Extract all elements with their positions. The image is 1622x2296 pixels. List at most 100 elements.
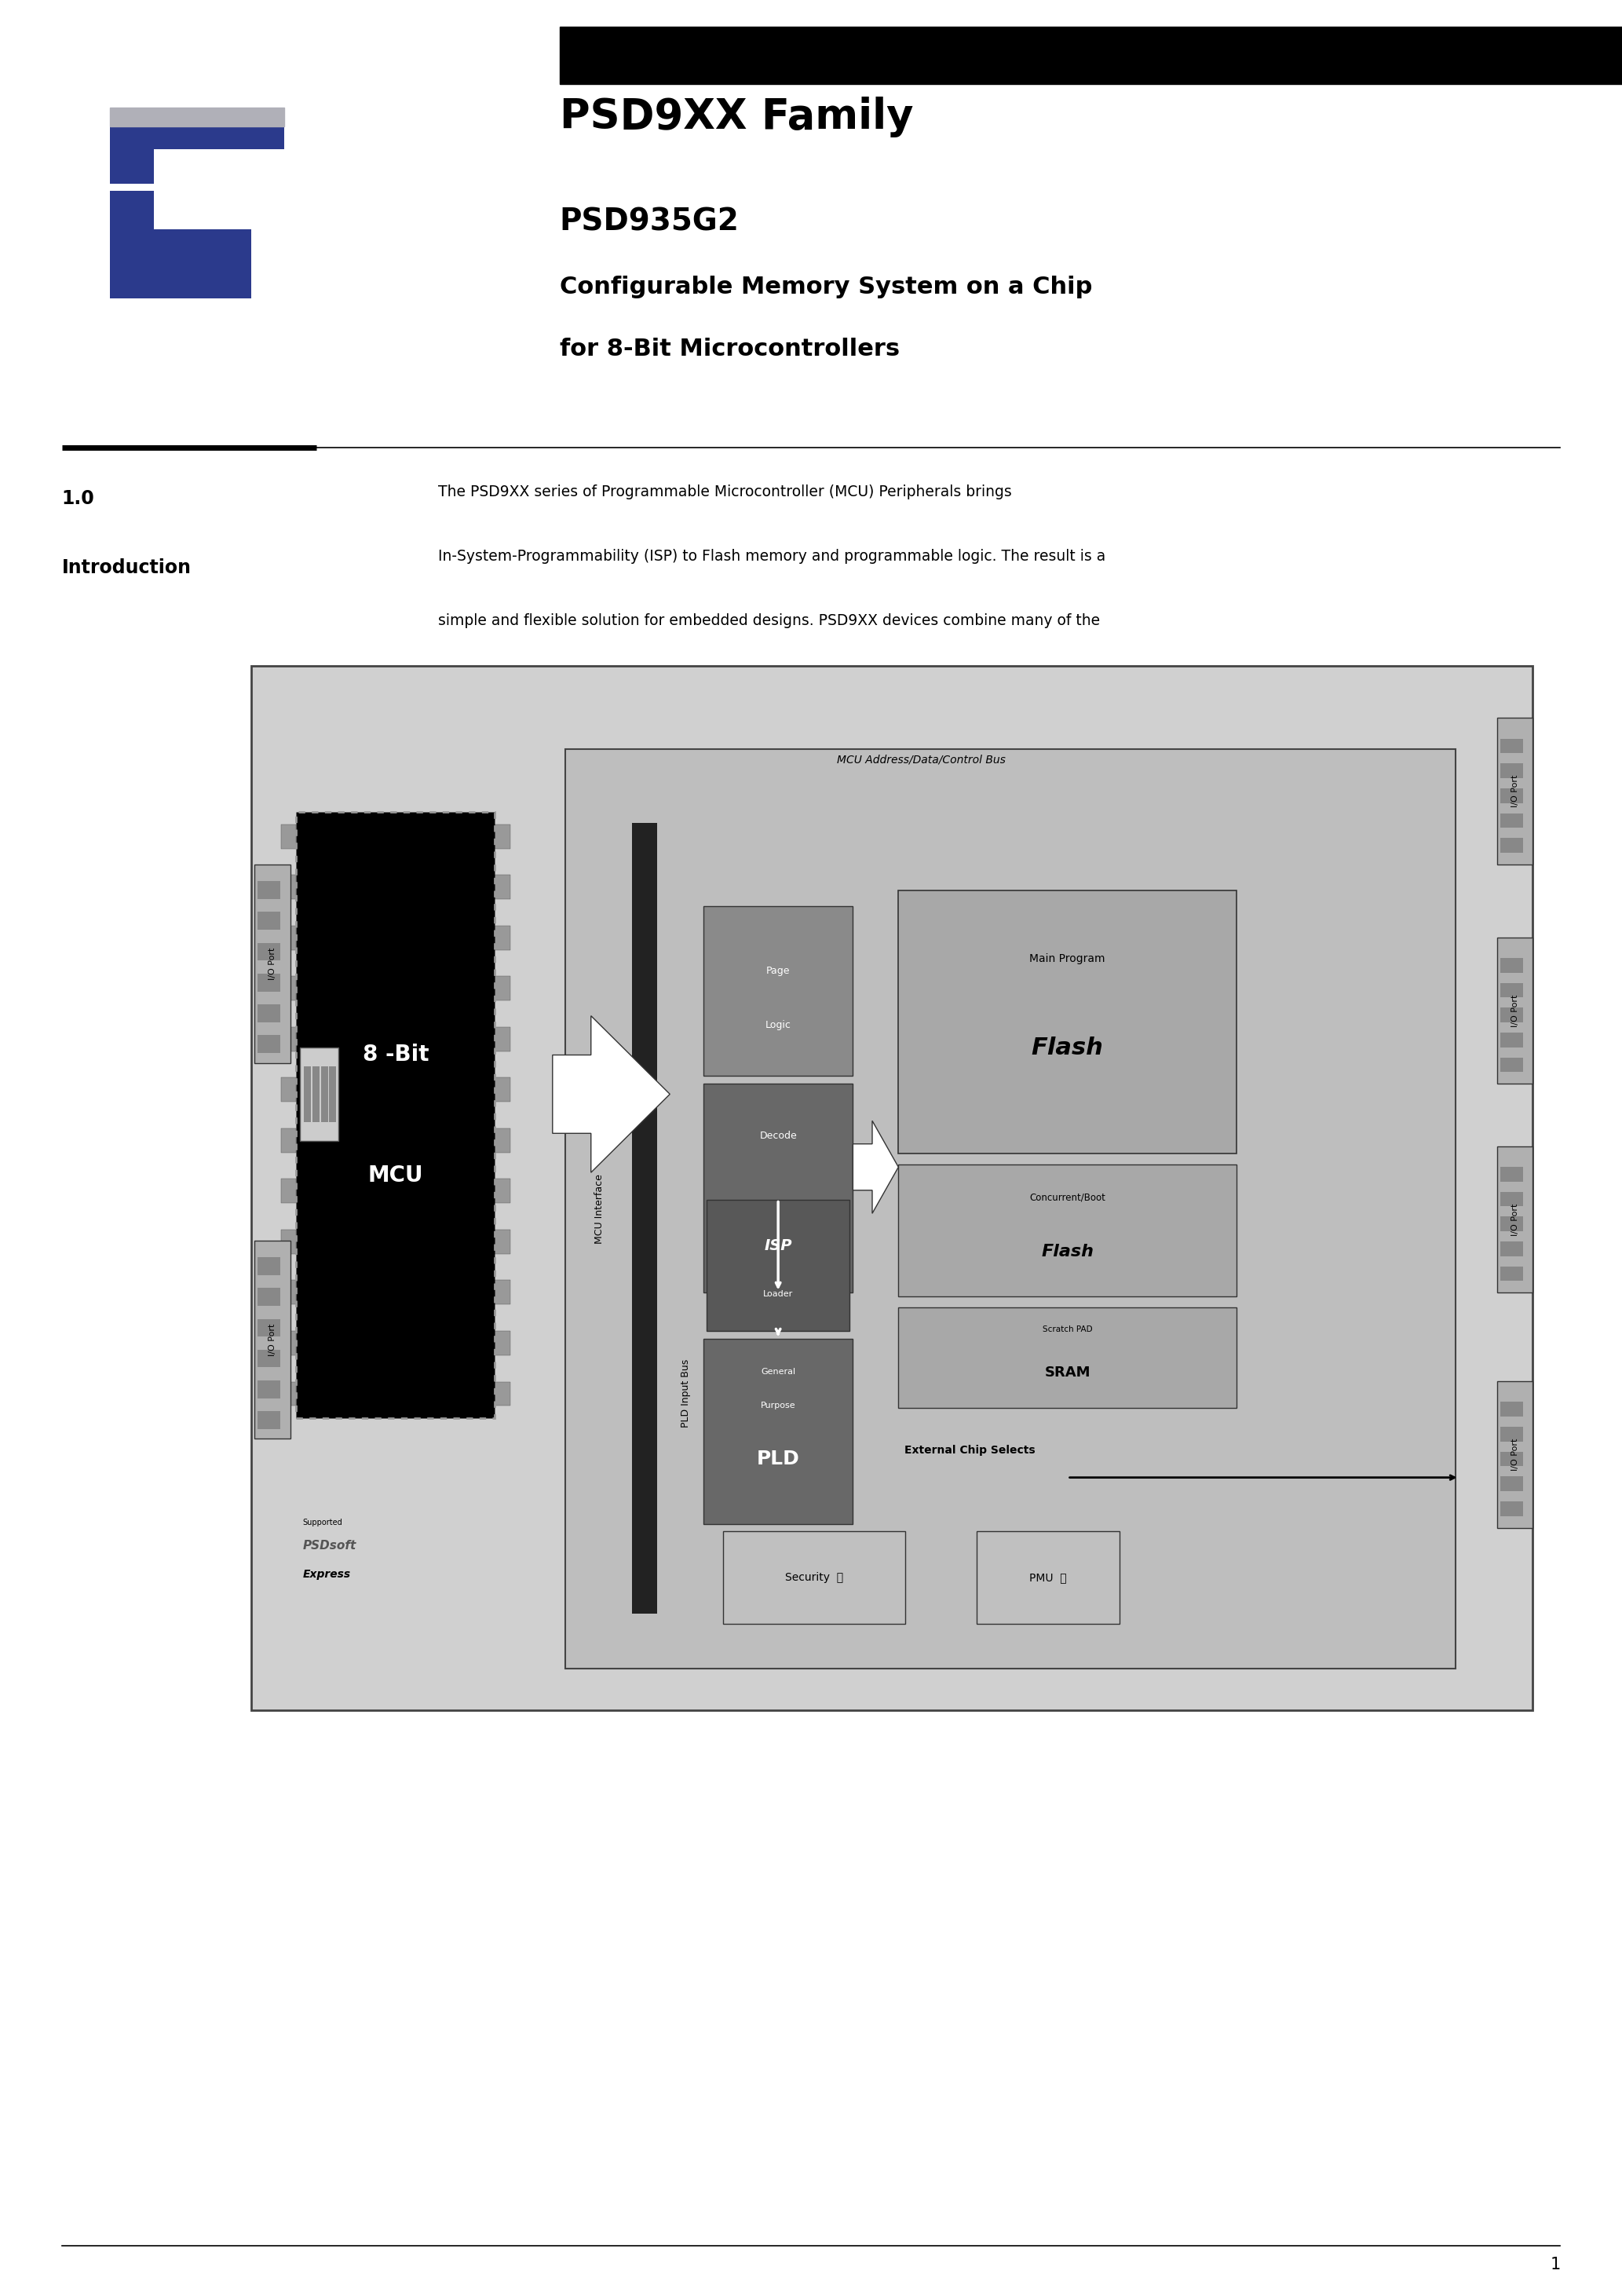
Bar: [1500, 788, 1523, 804]
Bar: [1500, 1403, 1523, 1417]
Bar: [495, 1127, 511, 1153]
Text: Page: Page: [766, 967, 790, 976]
Text: SRAM: SRAM: [1045, 1366, 1090, 1380]
Text: simple and flexible solution for embedded designs. PSD9XX devices combine many o: simple and flexible solution for embedde…: [438, 613, 1100, 627]
Bar: [281, 976, 297, 1001]
Text: MCU: MCU: [368, 1164, 423, 1187]
Text: Flash: Flash: [1032, 1038, 1103, 1058]
Bar: [255, 1240, 290, 1440]
Text: I/O Port: I/O Port: [1512, 776, 1518, 808]
Bar: [297, 813, 495, 1419]
Text: Supported: Supported: [303, 1518, 342, 1527]
Bar: [251, 666, 1533, 1711]
Text: PMU  🗄: PMU 🗄: [1030, 1573, 1067, 1584]
Bar: [495, 925, 511, 951]
Text: • Programmable power management.: • Programmable power management.: [478, 1063, 759, 1077]
Bar: [1500, 1451, 1523, 1467]
Bar: [258, 1003, 281, 1022]
Bar: [495, 1231, 511, 1254]
Bar: [258, 1258, 281, 1274]
Text: I/O Port: I/O Port: [1512, 1437, 1518, 1472]
Bar: [1500, 1426, 1523, 1442]
Bar: [110, 108, 284, 126]
Bar: [258, 1412, 281, 1428]
Text: In-System-Programmability (ISP) to Flash memory and programmable logic. The resu: In-System-Programmability (ISP) to Flash…: [438, 549, 1106, 563]
Text: I/O Port: I/O Port: [1512, 1203, 1518, 1235]
Text: Scratch PAD: Scratch PAD: [1043, 1325, 1093, 1334]
Bar: [495, 1178, 511, 1203]
Text: Logic: Logic: [766, 1019, 792, 1031]
Bar: [258, 912, 281, 930]
Bar: [899, 1164, 1236, 1295]
Text: I/O Port: I/O Port: [1512, 994, 1518, 1026]
Bar: [281, 1231, 297, 1254]
Text: for 8-Bit Microcontrollers: for 8-Bit Microcontrollers: [560, 338, 900, 360]
Bar: [1500, 1058, 1523, 1072]
Bar: [560, 28, 1622, 85]
Polygon shape: [110, 191, 251, 298]
Bar: [723, 1531, 905, 1623]
Bar: [1500, 983, 1523, 996]
Bar: [704, 907, 853, 1077]
Bar: [1497, 937, 1533, 1084]
Text: Configurable Memory System on a Chip: Configurable Memory System on a Chip: [560, 276, 1092, 298]
Text: PSD935G2: PSD935G2: [560, 207, 740, 236]
Bar: [258, 1350, 281, 1368]
Bar: [1500, 813, 1523, 829]
Bar: [281, 824, 297, 850]
Bar: [1500, 1008, 1523, 1022]
Text: I/O Port: I/O Port: [269, 948, 276, 980]
Bar: [1497, 719, 1533, 863]
Bar: [899, 1309, 1236, 1407]
Bar: [495, 1077, 511, 1102]
Bar: [329, 1065, 336, 1123]
Text: General: General: [761, 1368, 795, 1375]
Bar: [281, 1382, 297, 1405]
Bar: [258, 944, 281, 960]
Bar: [707, 1199, 850, 1332]
Bar: [1500, 838, 1523, 852]
Bar: [1500, 1267, 1523, 1281]
Bar: [1497, 1382, 1533, 1527]
Bar: [1500, 1166, 1523, 1182]
Bar: [1500, 1242, 1523, 1256]
Polygon shape: [553, 1015, 670, 1173]
Bar: [495, 824, 511, 850]
Bar: [976, 1531, 1119, 1623]
Bar: [495, 1026, 511, 1052]
Bar: [704, 1084, 853, 1293]
Text: • 64 Kbit SRAM: • 64 Kbit SRAM: [478, 944, 590, 957]
Bar: [258, 882, 281, 900]
Text: PLD Input Bus: PLD Input Bus: [681, 1359, 691, 1428]
Bar: [1500, 1192, 1523, 1205]
Bar: [281, 1026, 297, 1052]
Bar: [495, 1382, 511, 1405]
Bar: [281, 1332, 297, 1355]
Bar: [300, 1047, 339, 1141]
Text: The PSD9XX series of Programmable Microcontroller (MCU) Peripherals brings: The PSD9XX series of Programmable Microc…: [438, 484, 1012, 498]
Bar: [281, 1281, 297, 1304]
Bar: [1500, 1502, 1523, 1515]
Text: I/O Port: I/O Port: [269, 1322, 276, 1357]
Bar: [281, 1178, 297, 1203]
Bar: [281, 1077, 297, 1102]
Text: Express: Express: [303, 1568, 350, 1580]
Bar: [633, 822, 657, 1614]
Bar: [255, 863, 290, 1063]
Bar: [281, 925, 297, 951]
Bar: [1497, 1146, 1533, 1293]
Text: PSDsoft: PSDsoft: [303, 1541, 357, 1552]
Bar: [281, 875, 297, 900]
Text: Concurrent/Boot: Concurrent/Boot: [1030, 1192, 1106, 1203]
Text: PSD9XX Family: PSD9XX Family: [560, 96, 913, 138]
Bar: [566, 748, 1457, 1669]
Text: Decode: Decode: [759, 1130, 796, 1141]
Bar: [258, 1380, 281, 1398]
Text: • 4 Mbit of Flash memory: • 4 Mbit of Flash memory: [478, 765, 667, 778]
Bar: [258, 1318, 281, 1336]
Bar: [1500, 762, 1523, 778]
Bar: [899, 891, 1236, 1153]
Text: MCU Address/Data/Control Bus: MCU Address/Data/Control Bus: [837, 753, 1006, 765]
Text: Introduction: Introduction: [62, 558, 191, 576]
Text: • Over 3,000 gates of Flash programmable logic: • Over 3,000 gates of Flash programmable…: [478, 884, 835, 898]
